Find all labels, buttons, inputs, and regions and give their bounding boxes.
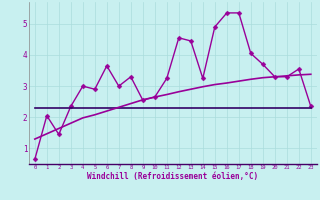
X-axis label: Windchill (Refroidissement éolien,°C): Windchill (Refroidissement éolien,°C) [87, 172, 258, 181]
